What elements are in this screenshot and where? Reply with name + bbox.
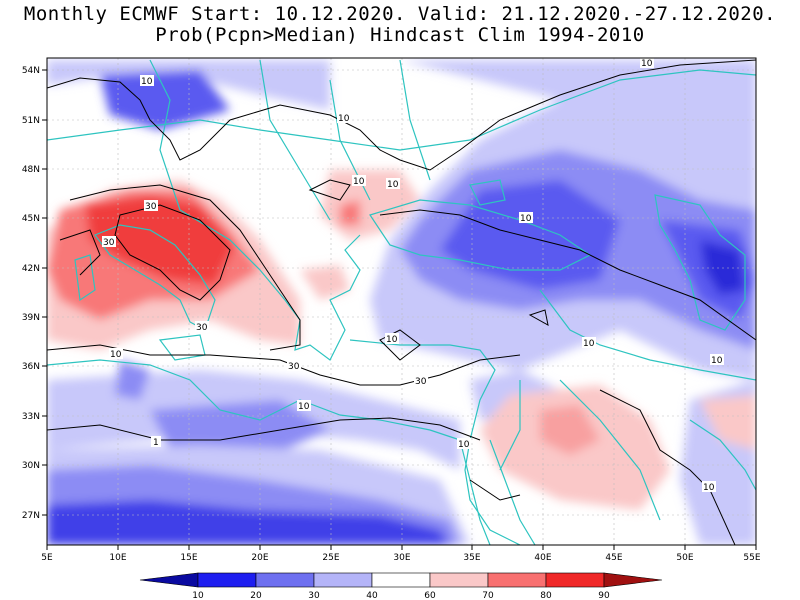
contour-label: 10 (141, 77, 153, 87)
contour-label: 10 (353, 177, 365, 187)
lat-label: 45N (22, 214, 40, 224)
lon-label: 20E (251, 553, 268, 563)
probability-shading (47, 58, 756, 545)
lat-label: 54N (22, 66, 40, 76)
lon-label: 45E (605, 553, 622, 563)
colorbar-bin (371, 572, 431, 588)
lat-label: 27N (22, 511, 40, 521)
lon-label: 10E (109, 553, 126, 563)
contour-label: 30 (415, 377, 427, 387)
colorbar-bin (255, 572, 315, 588)
coastlines (47, 59, 756, 545)
contour-label: 10 (703, 483, 715, 493)
lat-label: 36N (22, 362, 40, 372)
lon-label: 15E (180, 553, 197, 563)
contour-label: 10 (386, 335, 398, 345)
lon-label: 35E (463, 553, 480, 563)
colorbar-bin (487, 572, 547, 588)
contour-lines (47, 59, 756, 545)
lon-label: 55E (743, 553, 760, 563)
lat-label: 42N (22, 264, 40, 274)
contour-label: 10 (520, 214, 532, 224)
lat-label: 48N (22, 165, 40, 175)
contour-label: 10 (298, 402, 310, 412)
colorbar-label: 20 (250, 591, 262, 600)
colorbar-bin (545, 572, 605, 588)
colorbar-label: 40 (366, 591, 378, 600)
contour-label: 10 (641, 59, 653, 69)
lat-label: 39N (22, 313, 40, 323)
lat-label: 33N (22, 412, 40, 422)
lat-label: 30N (22, 461, 40, 471)
colorbar-label: 30 (308, 591, 320, 600)
gridlines (47, 58, 756, 545)
latitude-labels: 54N 51N 48N 45N 42N 39N 36N 33N 30N 27N (22, 66, 40, 521)
longitude-labels: 5E 10E 15E 20E 25E 30E 35E 40E 45E 50E 5… (41, 553, 761, 563)
map-title-line2: Prob(Pcpn>Median) Hindcast Clim 1994-201… (155, 24, 645, 46)
latitude-axis (42, 69, 47, 516)
contour-label: 10 (458, 440, 470, 450)
lon-label: 25E (322, 553, 339, 563)
contour-label: 30 (145, 202, 157, 212)
contour-label: 10 (110, 350, 122, 360)
contour-label: 30 (103, 238, 115, 248)
contour-label: 30 (288, 362, 300, 372)
colorbar-bin (313, 572, 373, 588)
colorbar-label: 10 (192, 591, 204, 600)
colorbar-bin (429, 572, 489, 588)
colorbar-label: 60 (424, 591, 436, 600)
colorbar: 10 20 30 40 60 70 80 90 (139, 572, 663, 600)
lon-label: 30E (393, 553, 410, 563)
longitude-axis (46, 545, 757, 550)
lon-label: 5E (41, 553, 53, 563)
colorbar-label: 80 (540, 591, 552, 600)
contour-label: 1 (153, 438, 159, 448)
contour-label: 10 (338, 114, 350, 124)
contour-label: 10 (583, 339, 595, 349)
contour-label: 30 (196, 323, 208, 333)
contour-label-group: 10 10 10 10 10 30 30 30 30 30 10 10 10 1… (102, 57, 724, 493)
map-title-line1: Monthly ECMWF Start: 10.12.2020. Valid: … (23, 3, 777, 25)
lat-label: 51N (22, 116, 40, 126)
colorbar-label: 70 (482, 591, 494, 600)
colorbar-high-arrow (603, 572, 663, 588)
contour-label: 10 (387, 180, 399, 190)
colorbar-bin (197, 572, 257, 588)
colorbar-low-arrow (139, 572, 199, 588)
colorbar-label: 90 (598, 591, 610, 600)
contour-label: 10 (711, 356, 723, 366)
lon-label: 50E (676, 553, 693, 563)
lon-label: 40E (534, 553, 551, 563)
